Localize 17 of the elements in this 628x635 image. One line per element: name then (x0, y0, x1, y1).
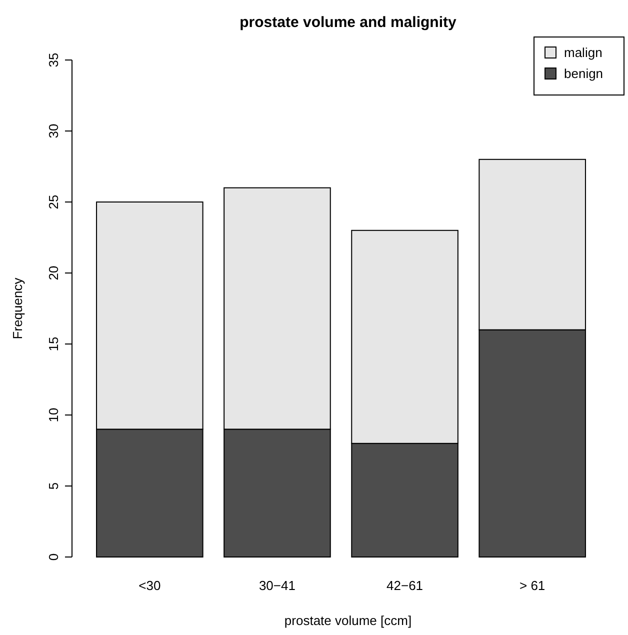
x-tick-label: <30 (138, 578, 161, 593)
y-tick-label: 10 (46, 408, 61, 422)
y-tick-label: 35 (46, 52, 61, 68)
y-tick-label: 25 (46, 194, 61, 210)
x-tick-label: 42−61 (386, 578, 424, 593)
y-tick-label: 20 (46, 266, 61, 280)
y-tick-label: 15 (46, 336, 61, 352)
y-tick-label: 30 (46, 124, 61, 138)
x-tick-label: > 61 (519, 578, 546, 593)
legend-label: benign (564, 66, 604, 81)
y-axis-title: Frequency (10, 277, 25, 340)
chart-title: prostate volume and malignity (240, 14, 458, 31)
x-axis-title: prostate volume [ccm] (284, 613, 412, 628)
x-tick-label: 30−41 (258, 578, 296, 593)
y-tick-label: 0 (46, 553, 61, 561)
legend-label: malign (564, 45, 602, 60)
y-tick-label: 5 (46, 482, 61, 490)
